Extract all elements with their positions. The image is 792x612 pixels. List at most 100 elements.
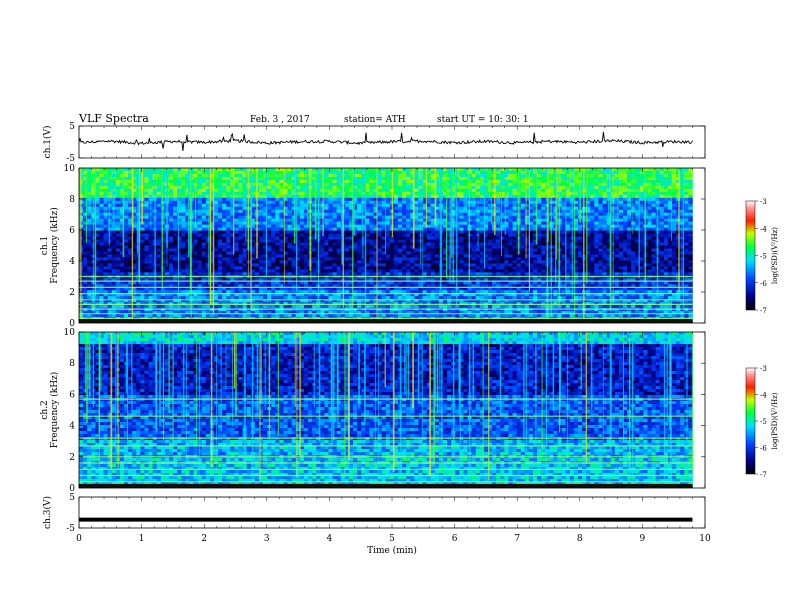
heatmap-cell xyxy=(336,218,342,222)
heatmap-cell xyxy=(627,251,632,255)
heatmap-cell xyxy=(213,266,219,270)
heatmap-cell xyxy=(365,239,370,243)
heatmap-cell xyxy=(500,245,505,249)
heatmap-cell xyxy=(614,185,620,190)
heatmap-cell xyxy=(659,194,665,199)
heatmap-cell xyxy=(324,242,329,246)
heatmap-cell xyxy=(197,230,202,234)
heatmap-cell xyxy=(115,212,121,216)
heatmap-cell xyxy=(254,257,260,261)
heatmap-cell xyxy=(434,197,440,202)
heatmap-cell xyxy=(573,251,579,255)
heatmap-cell xyxy=(487,221,493,225)
heatmap-cell xyxy=(291,263,297,267)
heatmap-cell xyxy=(291,182,297,187)
heatmap-cell xyxy=(258,200,264,205)
heatmap-cell xyxy=(238,209,243,214)
heatmap-cell xyxy=(532,209,538,214)
heatmap-cell xyxy=(177,236,182,240)
heatmap-cell xyxy=(238,182,243,187)
heatmap-cell xyxy=(271,197,276,202)
heatmap-cell xyxy=(271,179,276,184)
heatmap-cell xyxy=(348,257,354,261)
heatmap-cell xyxy=(406,176,411,181)
heatmap-cell xyxy=(541,260,546,264)
heatmap-cell xyxy=(365,209,370,214)
heatmap-cell xyxy=(631,260,636,264)
heatmap-cell xyxy=(381,182,387,187)
heatmap-cell xyxy=(328,242,333,246)
heatmap-cell xyxy=(275,168,280,172)
heatmap-cell xyxy=(410,239,415,243)
heatmap-cell xyxy=(479,221,485,225)
heatmap-cell xyxy=(173,188,178,193)
heatmap-cell xyxy=(614,257,620,261)
heatmap-cell xyxy=(348,173,354,178)
heatmap-cell xyxy=(267,212,272,216)
heatmap-cell xyxy=(479,194,485,199)
heatmap-cell xyxy=(651,236,656,240)
heatmap-cell xyxy=(87,257,92,261)
heatmap-cell xyxy=(663,194,669,199)
heatmap-cell xyxy=(353,245,358,249)
heatmap-cell xyxy=(659,215,665,219)
heatmap-cell xyxy=(602,221,607,225)
heatmap-cell xyxy=(594,179,599,184)
heatmap-cell xyxy=(242,182,247,187)
heatmap-cell xyxy=(639,170,644,175)
heatmap-cell xyxy=(275,188,280,193)
heatmap-cell xyxy=(528,239,534,243)
heatmap-cell xyxy=(197,173,202,178)
heatmap-cell xyxy=(680,209,685,214)
heatmap-cell xyxy=(631,182,636,187)
heatmap-cell xyxy=(250,248,256,252)
heatmap-cell xyxy=(193,230,198,234)
heatmap-cell xyxy=(500,242,505,246)
heatmap-cell xyxy=(361,263,366,267)
heatmap-cell xyxy=(377,218,382,222)
heatmap-cell xyxy=(279,239,284,243)
heatmap-cell xyxy=(185,230,190,234)
heatmap-cell xyxy=(119,236,125,240)
heatmap-cell xyxy=(508,242,513,246)
heatmap-cell xyxy=(672,212,677,216)
heatmap-cell xyxy=(201,191,207,196)
heatmap-cell xyxy=(594,221,599,225)
heatmap-cell xyxy=(357,239,362,243)
heatmap-cell xyxy=(565,236,571,240)
heatmap-cell xyxy=(659,200,665,205)
heatmap-cell xyxy=(684,239,689,243)
heatmap-cell xyxy=(344,242,350,246)
heatmap-cell xyxy=(541,188,546,193)
heatmap-cell xyxy=(639,251,644,255)
heatmap-cell xyxy=(357,200,362,205)
heatmap-cell xyxy=(414,245,419,249)
heatmap-cell xyxy=(651,230,656,234)
heatmap-cell xyxy=(586,176,591,181)
heatmap-cell xyxy=(651,260,656,264)
heatmap-cell xyxy=(447,248,452,252)
heatmap-cell xyxy=(627,254,632,258)
heatmap-cell xyxy=(406,239,411,243)
heatmap-cell xyxy=(447,168,452,172)
heatmap-cell xyxy=(173,194,178,199)
heatmap-cell xyxy=(213,236,219,240)
heatmap-cell xyxy=(443,233,448,237)
heatmap-cell xyxy=(332,218,337,222)
heatmap-cell xyxy=(344,212,350,216)
heatmap-cell xyxy=(279,263,284,267)
heatmap-cell xyxy=(406,191,411,196)
heatmap-cell xyxy=(631,245,636,249)
heatmap-cell xyxy=(586,242,591,246)
heatmap-cell xyxy=(663,227,669,231)
heatmap-cell xyxy=(328,260,333,264)
heatmap-cell xyxy=(369,200,374,205)
heatmap-cell xyxy=(267,260,272,264)
heatmap-cell xyxy=(328,251,333,255)
heatmap-cell xyxy=(119,257,125,261)
heatmap-cell xyxy=(246,263,252,267)
heatmap-cell xyxy=(577,221,583,225)
heatmap-cell xyxy=(197,233,202,237)
heatmap-cell xyxy=(209,194,215,199)
heatmap-cell xyxy=(234,254,239,258)
